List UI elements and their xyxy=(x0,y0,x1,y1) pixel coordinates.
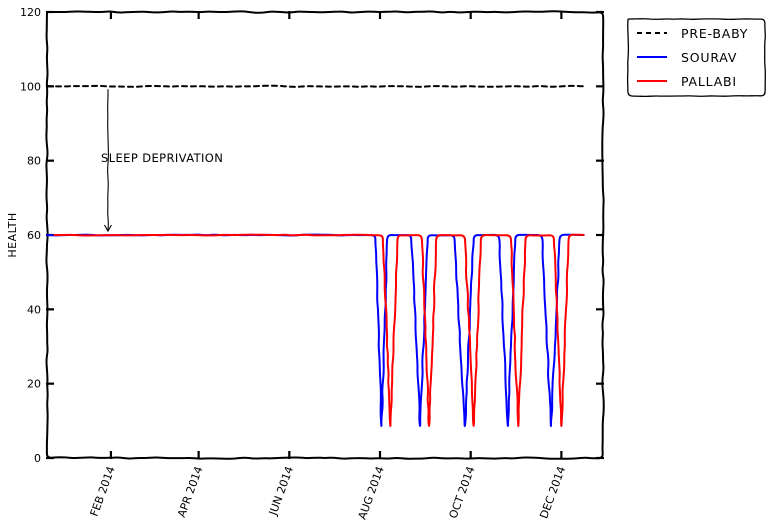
legend: PRE-BABY SOURAV PALLABI xyxy=(626,18,766,98)
y-tick-label-20: 20 xyxy=(27,378,41,391)
series-line-pre-baby xyxy=(46,84,585,88)
annotation-arrow-head xyxy=(103,224,112,233)
legend-label-sourav: SOURAV xyxy=(681,50,737,65)
legend-label-pre-baby: PRE-BABY xyxy=(681,26,748,41)
annotation-sleep-deprivation: SLEEP DEPRIVATION xyxy=(101,151,223,165)
x-tick-label-aug-2014: AUG 2014 xyxy=(356,465,387,522)
annotation-arrow-shaft xyxy=(107,89,109,232)
series-line-pallabi xyxy=(53,233,585,427)
y-axis-label: HEALTH xyxy=(6,212,19,257)
y-tick-label-100: 100 xyxy=(20,80,41,93)
annotation-layer: SLEEP DEPRIVATION xyxy=(101,89,223,233)
x-tick-label-feb-2014: FEB 2014 xyxy=(88,465,118,519)
legend-box xyxy=(626,18,766,98)
x-tick-label-apr-2014: APR 2014 xyxy=(175,465,205,520)
x-tick-label-jun-2014: JUN 2014 xyxy=(266,465,296,518)
y-tick-label-120: 120 xyxy=(20,6,41,19)
legend-entry-pre-baby: PRE-BABY xyxy=(637,26,748,41)
x-tick-label-oct-2014: OCT 2014 xyxy=(447,465,478,521)
legend-entry-sourav: SOURAV xyxy=(637,50,737,65)
legend-entry-pallabi: PALLABI xyxy=(637,74,737,89)
series-line-sourav xyxy=(46,233,585,428)
y-tick-label-40: 40 xyxy=(27,303,41,316)
legend-label-pallabi: PALLABI xyxy=(681,74,737,89)
y-tick-label-0: 0 xyxy=(34,452,41,465)
x-tick-label-dec-2014: DEC 2014 xyxy=(537,465,568,521)
series-layer xyxy=(46,84,585,428)
y-tick-label-80: 80 xyxy=(27,155,41,168)
y-tick-label-60: 60 xyxy=(27,229,41,242)
